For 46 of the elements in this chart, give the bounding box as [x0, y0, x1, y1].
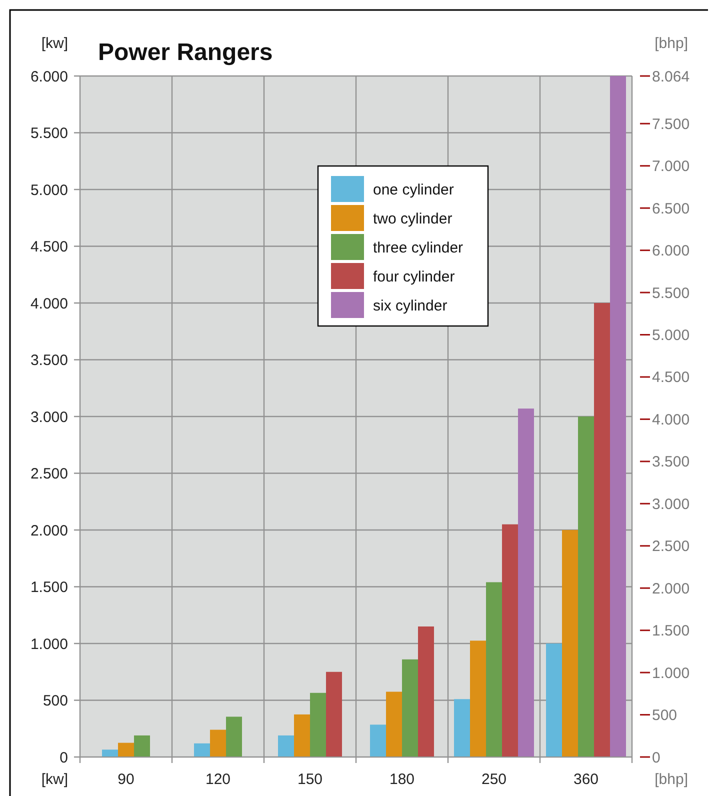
y-tick-label: 500: [42, 692, 68, 710]
y2-tick-label: 3.000: [652, 496, 690, 513]
text: [bhp]: [654, 771, 688, 788]
x-tick-label: 120: [205, 771, 231, 788]
y2-tick-label: 5.500: [652, 284, 690, 302]
y2-tick-label: 1.000: [652, 664, 690, 682]
y2-tick-label: 7.500: [652, 116, 690, 133]
y-tick-label: 0: [60, 749, 68, 766]
y2-tick-label: 2.000: [652, 580, 690, 598]
legend-label: three cylinder: [373, 239, 464, 256]
y-tick-label: 3.500: [30, 352, 68, 369]
legend-label: four cylinder: [373, 268, 455, 286]
x-tick-label: 150: [297, 771, 323, 788]
y-tick-label: 1.500: [30, 579, 68, 596]
y-tick-label: 5.500: [30, 125, 68, 142]
y-axis-title: [kw]: [41, 35, 68, 52]
y2-tick-label: 1.500: [652, 622, 690, 640]
y2-tick-label: 0: [652, 749, 660, 766]
legend-label: six cylinder: [373, 297, 448, 314]
y-tick-label: 2.500: [30, 466, 68, 482]
y-tick-label: 3.000: [30, 408, 68, 426]
y-tick-label: 4.500: [30, 238, 68, 256]
y2-tick-label: 4.500: [652, 369, 690, 386]
x-tick-label: 180: [389, 771, 415, 788]
y2-tick-label: 2.500: [652, 538, 690, 556]
y2-tick-label: 8.064: [652, 68, 690, 86]
y-tick-label: 1.000: [30, 636, 68, 653]
y-tick-label: 2.000: [30, 522, 68, 540]
y-tick-label: 6.000: [30, 68, 68, 86]
x-tick-label: 90: [118, 771, 134, 788]
x-tick-label: 360: [573, 771, 599, 788]
legend-label: one cylinder: [373, 181, 454, 198]
y2-tick-label: 6.500: [652, 200, 690, 218]
y2-tick-label: 500: [652, 707, 678, 724]
y2-tick-label: 7.000: [652, 158, 690, 176]
y2-tick-label: 4.000: [652, 411, 690, 428]
y2-tick-label: 6.000: [652, 242, 690, 260]
y-tick-label: 5.000: [30, 182, 68, 199]
y2-tick-label: 5.000: [652, 327, 690, 344]
legend-label: two cylinder: [373, 210, 452, 228]
chart-title: Power Rangers: [98, 39, 273, 66]
x-tick-label: 250: [481, 771, 507, 788]
y2-tick-label: 3.500: [652, 454, 690, 471]
text: [kw]: [41, 771, 68, 788]
y-tick-label: 4.000: [30, 295, 68, 312]
y2-axis-title: [bhp]: [654, 35, 688, 52]
